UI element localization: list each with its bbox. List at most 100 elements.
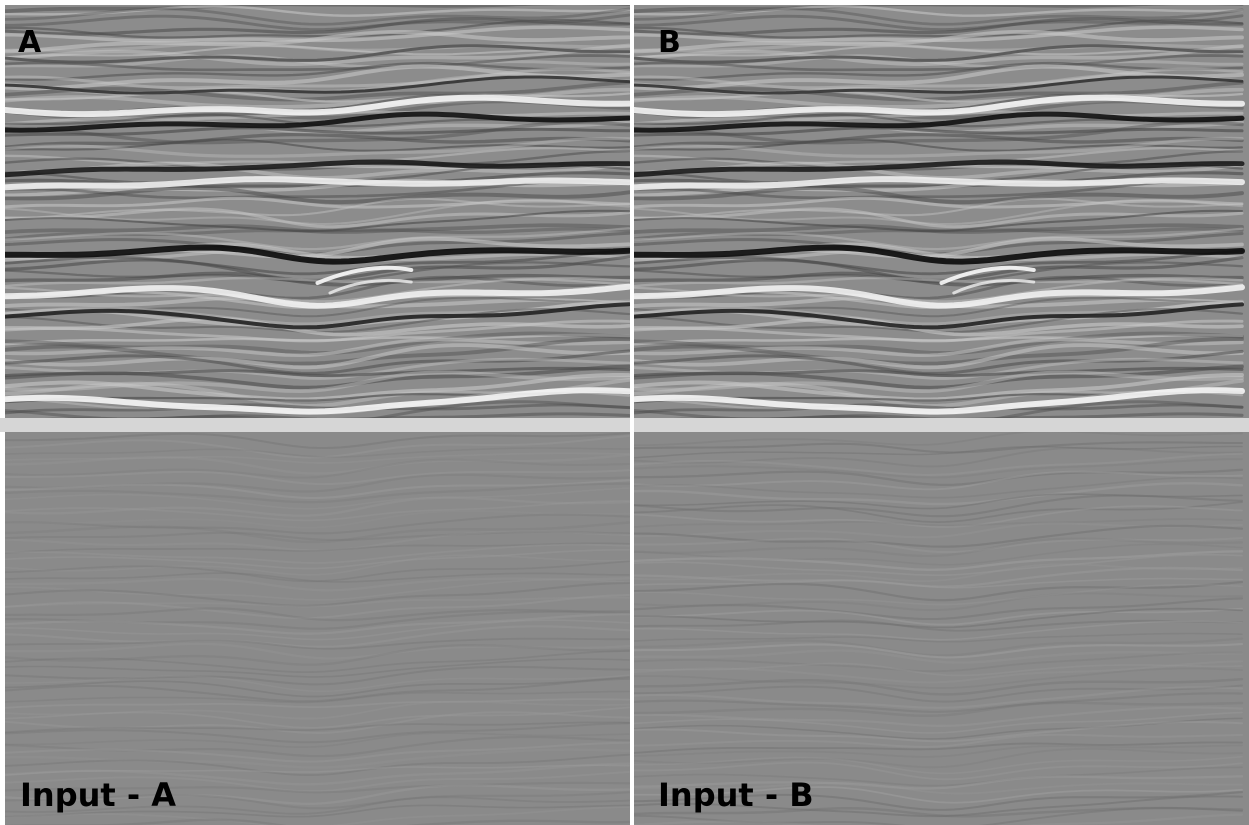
reflector — [5, 54, 630, 72]
reflector — [634, 522, 1244, 539]
reflector — [634, 524, 1244, 548]
reflector — [5, 227, 630, 251]
reflector — [5, 479, 630, 500]
reflector — [5, 530, 630, 541]
reflector — [634, 400, 1244, 418]
reflector — [634, 786, 1243, 804]
reflector — [328, 278, 413, 295]
reflector — [634, 45, 1244, 59]
reflector — [634, 331, 1244, 356]
panel-label: Input - B — [658, 776, 814, 814]
reflector — [5, 619, 630, 641]
reflector — [634, 337, 1244, 358]
reflector — [634, 537, 1244, 558]
reflector — [634, 227, 1244, 251]
reflector — [634, 791, 1244, 811]
reflector — [673, 412, 1244, 418]
reflector — [634, 619, 1243, 632]
reflector — [634, 403, 1244, 415]
panel-label: A — [18, 25, 42, 60]
reflector — [634, 94, 1245, 118]
reflector — [634, 138, 1244, 152]
reflector — [5, 373, 630, 402]
reflector — [634, 566, 1244, 588]
reflector — [634, 302, 1244, 330]
reflector — [634, 446, 1243, 468]
reflector — [5, 762, 630, 786]
reflector — [952, 278, 1036, 295]
reflector — [634, 67, 1244, 90]
reflector — [634, 662, 1243, 677]
reflector — [5, 67, 630, 90]
reflector — [634, 276, 1244, 288]
reflector — [634, 159, 1245, 178]
reflector — [5, 804, 630, 818]
reflector — [634, 275, 1244, 300]
reflector — [5, 276, 630, 288]
reflector — [5, 64, 630, 91]
reflector — [5, 700, 630, 720]
reflector — [634, 684, 1243, 703]
reflector — [5, 796, 630, 815]
reflector — [634, 518, 1243, 528]
reflector — [5, 658, 630, 678]
reflector — [5, 543, 630, 564]
reflector — [5, 610, 630, 630]
reflector — [634, 64, 1244, 91]
reflector — [5, 302, 630, 330]
reflector — [634, 701, 1244, 717]
reflector — [634, 364, 1244, 390]
reflector — [634, 476, 1243, 499]
reflector — [5, 176, 630, 191]
reflector — [634, 370, 1244, 394]
reflector — [5, 711, 630, 734]
reflector — [5, 596, 630, 608]
reflector — [5, 18, 630, 39]
reflector — [5, 781, 630, 794]
reflector — [634, 649, 1244, 664]
reflector — [634, 747, 1243, 769]
reflector — [5, 275, 630, 300]
reflector — [5, 487, 630, 510]
reflector — [5, 735, 630, 758]
reflector — [5, 784, 630, 805]
reflector — [634, 505, 1243, 528]
reflector — [5, 159, 630, 178]
reflector — [634, 150, 1244, 171]
reflector — [5, 732, 630, 749]
reflector — [634, 197, 1244, 220]
reflector — [634, 583, 1243, 606]
reflector — [634, 667, 1243, 689]
panel-label: B — [658, 25, 681, 60]
reflector — [634, 651, 1243, 673]
reflector — [5, 530, 630, 552]
reflector — [5, 690, 630, 704]
reflector — [634, 577, 1243, 589]
reflector — [634, 686, 1244, 709]
reflector — [5, 572, 630, 583]
reflector — [634, 775, 1244, 790]
reflector — [5, 43, 630, 66]
reflector — [5, 45, 630, 59]
reflector — [5, 593, 630, 620]
reflector — [634, 373, 1244, 402]
reflector — [5, 90, 630, 103]
reflector — [5, 61, 630, 81]
reflector — [5, 75, 630, 95]
reflector — [634, 343, 1244, 370]
reflector — [634, 607, 1243, 629]
reflector — [634, 494, 1244, 518]
reflector — [5, 499, 630, 522]
reflector — [5, 5, 630, 14]
reflector — [5, 29, 630, 54]
reflector — [5, 637, 630, 650]
reflector — [5, 554, 630, 576]
reflector — [634, 711, 1243, 734]
reflector — [634, 7, 1244, 26]
reflector — [634, 660, 1243, 684]
reflector — [634, 61, 1244, 81]
reflector — [5, 748, 630, 769]
reflector — [5, 136, 630, 158]
reflector — [5, 577, 630, 592]
reflector — [5, 185, 630, 205]
